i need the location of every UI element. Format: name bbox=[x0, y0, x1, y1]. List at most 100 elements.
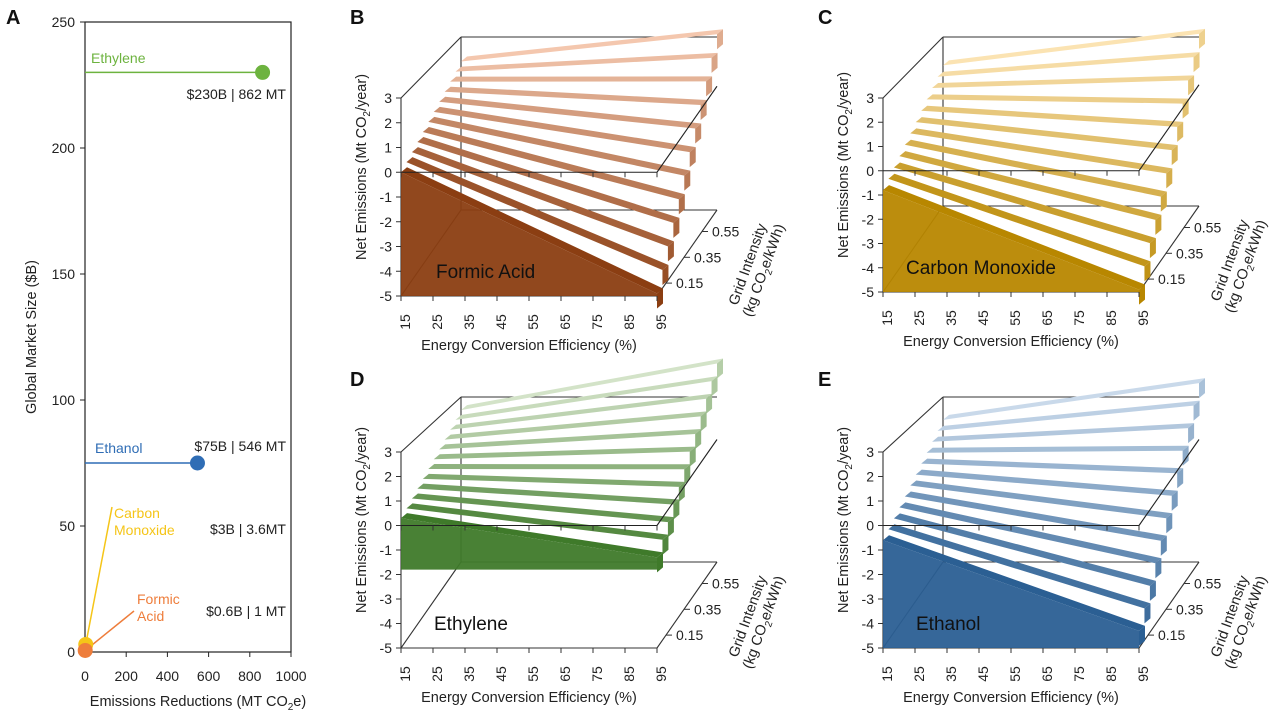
x-tick-label: 25 bbox=[911, 666, 927, 682]
y-axis-line bbox=[656, 561, 718, 649]
surface-ribbon-end bbox=[1160, 535, 1167, 556]
surface-ribbon-end bbox=[1199, 378, 1205, 399]
x-tick-label: 95 bbox=[653, 314, 669, 330]
x-tick-label: 45 bbox=[493, 666, 509, 682]
surface-ribbon-end bbox=[1171, 145, 1178, 166]
surface-ribbon bbox=[406, 157, 669, 270]
panel-letter-d: D bbox=[350, 369, 364, 391]
x-tick-label: 65 bbox=[1039, 310, 1055, 326]
panel-e: 3 2 1 0 -1 -2 -3 -4 -515 25 35 45 55 65 75 85 95 0.55 0.35… bbox=[836, 378, 1270, 706]
z-ticks: 3 2 1 0 -1 -2 -3 -4 -5 bbox=[380, 90, 401, 304]
surface-face bbox=[883, 540, 1139, 648]
surface bbox=[883, 28, 1205, 305]
z-tick-label: -5 bbox=[380, 640, 393, 656]
panel-d: 3 2 1 0 -1 -2 -3 -4 -515 25 35 45 55 65 75 85 95 0.55 0.35… bbox=[354, 358, 788, 706]
surface-ribbon bbox=[943, 28, 1205, 66]
z-ticks: 3 2 1 0 -1 -2 -3 -4 -5 bbox=[380, 444, 401, 656]
z-tick-label: -1 bbox=[380, 542, 393, 558]
value-label-formic-acid: $0.6B | 1 MT bbox=[206, 603, 286, 619]
leader-carbon-monoxide bbox=[85, 506, 113, 645]
label-ethylene: Ethylene bbox=[91, 50, 146, 66]
surface-ribbon bbox=[904, 139, 1167, 197]
surface-ribbon-end bbox=[1188, 75, 1195, 96]
z-tick-label: 3 bbox=[384, 444, 392, 460]
y-tick-label: 250 bbox=[52, 14, 76, 30]
surface-ribbon-end bbox=[1193, 400, 1200, 421]
surface-ribbon-end bbox=[662, 264, 669, 285]
z-tick-label: 1 bbox=[866, 493, 874, 509]
surface-ribbon bbox=[417, 483, 680, 505]
x-tick-label: 65 bbox=[1039, 666, 1055, 682]
z-tick-label: 1 bbox=[866, 139, 874, 155]
x-tick-label: 95 bbox=[1135, 666, 1151, 682]
x-ticks: 15 25 35 45 55 65 75 85 95 bbox=[879, 648, 1151, 682]
surface-ribbon-end bbox=[711, 376, 718, 397]
surface-ribbon-end bbox=[1171, 490, 1178, 511]
z-tick-label: 0 bbox=[384, 518, 392, 534]
surface-ribbon bbox=[910, 128, 1173, 174]
x-axis-title: Energy Conversion Efficiency (%) bbox=[421, 690, 637, 706]
y-tick-label: 0.55 bbox=[712, 224, 739, 240]
z-tick-label: -3 bbox=[380, 591, 393, 607]
x-axis-title: Energy Conversion Efficiency (%) bbox=[903, 334, 1119, 350]
y-ticks: 0.55 0.35 0.15 bbox=[1148, 220, 1221, 287]
x-tick-label: 35 bbox=[943, 310, 959, 326]
y-tick-label: 0 bbox=[67, 644, 75, 660]
x-axis-title: Energy Conversion Efficiency (%) bbox=[903, 690, 1119, 706]
surface-ribbon bbox=[932, 423, 1195, 442]
x-tick-label: 0 bbox=[81, 668, 89, 684]
zero-plane bbox=[882, 439, 1200, 531]
x-tick-label: 400 bbox=[156, 668, 180, 684]
y-tick-label: 0.35 bbox=[1176, 245, 1203, 261]
z-tick-label: -4 bbox=[862, 260, 875, 276]
surface bbox=[883, 378, 1205, 648]
x-tick-label: 55 bbox=[525, 666, 541, 682]
surface-ribbon-end bbox=[1177, 468, 1184, 489]
y-axis-line bbox=[656, 209, 718, 297]
z-tick-label: -3 bbox=[380, 239, 393, 255]
surface-ribbon-end bbox=[1149, 238, 1156, 259]
panel-a-frame bbox=[84, 21, 292, 653]
panel-letter-c: C bbox=[818, 7, 832, 29]
z-tick-label: -2 bbox=[862, 211, 875, 227]
z-tick-label: -2 bbox=[862, 567, 875, 583]
z-tick-label: -4 bbox=[862, 616, 875, 632]
z-tick-label: -1 bbox=[380, 189, 393, 205]
surface-ribbon bbox=[433, 446, 696, 460]
panel-c: 3 2 1 0 -1 -2 -3 -4 -515 25 35 45 55 65 75 85 95 0.55 0.35… bbox=[836, 28, 1270, 350]
panel-a-y-ticks: 0 50 100 150 200 250 bbox=[52, 14, 85, 660]
x-tick-label: 75 bbox=[589, 314, 605, 330]
surface-ribbon bbox=[433, 106, 696, 153]
surface-ribbon-end bbox=[711, 52, 718, 73]
y-tick-label: 0.15 bbox=[1158, 271, 1185, 287]
x-tick-label: 35 bbox=[943, 666, 959, 682]
x-tick-label: 55 bbox=[1007, 666, 1023, 682]
z-tick-label: -4 bbox=[380, 616, 393, 632]
x-tick-label: 65 bbox=[557, 314, 573, 330]
box-edge bbox=[882, 36, 944, 99]
surface-ribbon bbox=[401, 513, 663, 558]
y-tick-label: 0.15 bbox=[676, 627, 703, 643]
surface-ribbon bbox=[893, 513, 1156, 586]
z-tick-label: -3 bbox=[862, 236, 875, 252]
surface-ribbon-end bbox=[673, 217, 680, 238]
x-tick-label: 75 bbox=[1071, 666, 1087, 682]
surface-ribbon bbox=[915, 469, 1178, 496]
x-tick-label: 45 bbox=[975, 310, 991, 326]
surface-ribbon bbox=[461, 358, 723, 411]
surface-ribbon bbox=[428, 116, 691, 176]
panel-a: A 0 50 100 150 200 250 0 200 400 600 800 1000 Glob… bbox=[6, 7, 307, 713]
z-tick-label: -2 bbox=[380, 567, 393, 583]
surface-ribbon bbox=[888, 173, 1151, 267]
surface-ribbon-end bbox=[706, 393, 713, 414]
z-tick-label: 3 bbox=[866, 90, 874, 106]
x-ticks: 15 25 35 45 55 65 75 85 95 bbox=[397, 648, 669, 682]
surface-ribbon bbox=[401, 167, 663, 294]
surface-ribbon bbox=[910, 480, 1173, 519]
box-edge bbox=[400, 561, 462, 649]
z-axis-title: Net Emissions (Mt CO2/year) bbox=[354, 74, 373, 260]
surface-ribbon bbox=[899, 151, 1162, 220]
panel-a-points bbox=[77, 64, 271, 658]
label-carbon-monoxide-line2: Monoxide bbox=[114, 522, 175, 538]
surface-ribbon-end bbox=[1139, 625, 1145, 646]
